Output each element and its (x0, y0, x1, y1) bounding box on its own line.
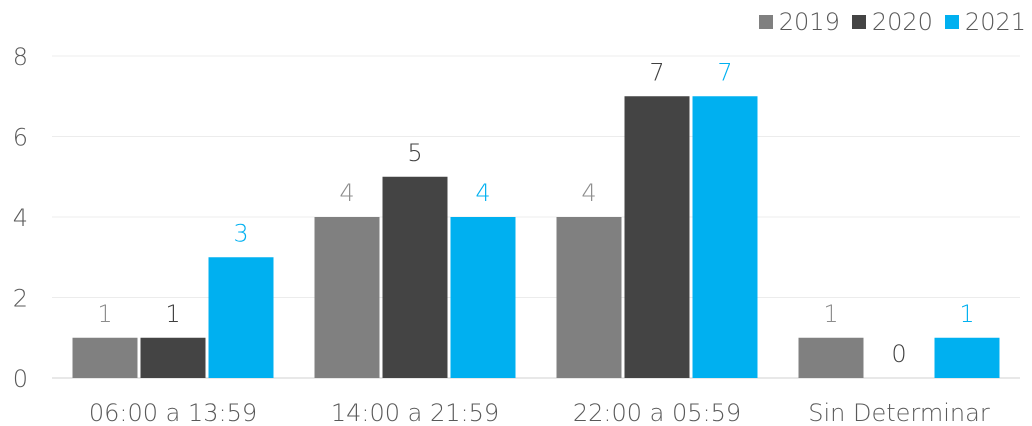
legend-label-2021: 2021 (964, 8, 1026, 36)
data-label: 4 (581, 179, 596, 207)
legend-item-2019: 2019 (758, 8, 840, 36)
data-label: 1 (165, 300, 180, 328)
x-tick-label: 06:00 a 13:59 (89, 399, 257, 426)
data-label: 1 (97, 300, 112, 328)
x-tick-label: 14:00 a 21:59 (331, 399, 499, 426)
bar (692, 96, 758, 378)
data-label: 1 (823, 300, 838, 328)
data-label: 4 (475, 179, 490, 207)
data-label: 3 (233, 219, 248, 247)
legend-swatch-2019 (758, 15, 773, 29)
y-tick-label: 2 (13, 285, 28, 313)
bar (624, 96, 690, 378)
x-tick-label: 22:00 a 05:59 (573, 399, 741, 426)
legend-label-2020: 2020 (871, 8, 933, 36)
bar (798, 337, 864, 378)
bar (72, 337, 138, 378)
legend-swatch-2021 (944, 15, 959, 29)
y-tick-label: 0 (13, 365, 28, 393)
y-tick-label: 4 (13, 204, 28, 232)
legend-label-2019: 2019 (778, 8, 840, 36)
legend-swatch-2020 (851, 15, 866, 29)
y-tick-label: 6 (13, 124, 28, 152)
data-label: 0 (891, 340, 906, 368)
bar (140, 337, 206, 378)
y-tick-label: 8 (13, 43, 28, 71)
data-label: 5 (407, 139, 422, 167)
x-tick-label: Sin Determinar (808, 399, 990, 426)
bar (934, 337, 1000, 378)
legend: 2019 2020 2021 (747, 8, 1026, 36)
data-label: 4 (339, 179, 354, 207)
legend-item-2020: 2020 (851, 8, 933, 36)
bar (556, 217, 622, 378)
bar (314, 217, 380, 378)
bar (450, 217, 516, 378)
data-label: 7 (717, 58, 732, 86)
legend-item-2021: 2021 (944, 8, 1026, 36)
data-label: 1 (959, 300, 974, 328)
bar (208, 257, 274, 378)
data-label: 7 (649, 58, 664, 86)
bar (382, 176, 448, 378)
